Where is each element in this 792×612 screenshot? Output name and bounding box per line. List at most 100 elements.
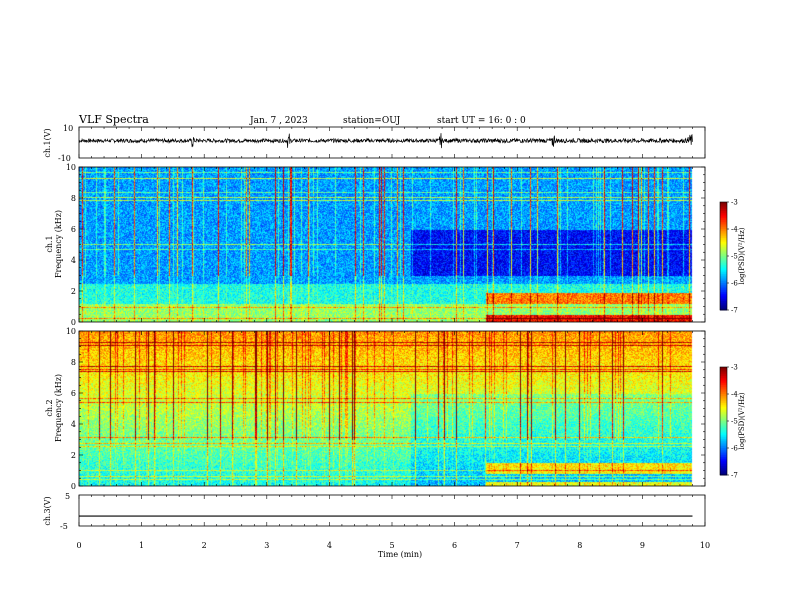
freq-tick-label: 4 xyxy=(71,256,76,265)
ch1-waveform-trace xyxy=(78,133,693,149)
ch2-colorbar: -3 -4 -5 -6 -7 log(PSD)(V²/Hz) xyxy=(719,364,746,480)
freq-tick-label: 6 xyxy=(71,225,76,234)
ch1-spectrogram-panel: 0 2 4 6 8 10 ch.1 Frequency (kHz) xyxy=(45,163,706,327)
ch1-time-ticks xyxy=(78,167,706,322)
colorbar-swatch xyxy=(720,406,727,409)
colorbar-swatch xyxy=(720,221,727,225)
colorbar-swatch xyxy=(720,220,727,223)
colorbar-swatch xyxy=(720,288,727,291)
colorbar-swatch xyxy=(720,239,727,243)
colorbar-swatch xyxy=(720,458,727,462)
colorbar-swatch xyxy=(720,270,727,273)
colorbar-swatch xyxy=(720,266,727,270)
ch3-waveform-ticks xyxy=(78,495,706,526)
colorbar-swatch xyxy=(720,290,727,293)
colorbar-swatch xyxy=(720,295,727,298)
station-label: station=OUJ xyxy=(343,116,401,126)
ch2-freq-ticks: 0 2 4 6 8 10 xyxy=(66,327,705,491)
colorbar-swatch xyxy=(720,464,727,467)
colorbar-swatch xyxy=(720,462,727,465)
colorbar-swatch xyxy=(720,448,727,451)
freq-tick-label: 10 xyxy=(66,327,76,336)
ch3-waveform-frame xyxy=(78,494,706,527)
colorbar-swatch xyxy=(720,435,727,438)
colorbar-swatch xyxy=(720,413,727,417)
colorbar-swatch xyxy=(720,386,727,390)
colorbar-swatch xyxy=(720,467,727,471)
ch3-waveform-panel: 5 -5 ch.3(V) 0 1 2 3 4 5 6 7 8 9 10 Time (min) xyxy=(43,492,710,559)
colorbar-swatch xyxy=(720,412,727,415)
time-tick-label: 10 xyxy=(700,541,710,550)
colorbar-swatch xyxy=(720,301,727,304)
colorbar-swatch xyxy=(720,223,727,226)
colorbar-swatch xyxy=(720,302,727,306)
colorbar-swatch xyxy=(720,212,727,216)
colorbar-tick-label: -3 xyxy=(731,364,738,372)
colorbar-tick-label: -4 xyxy=(731,226,738,234)
colorbar-swatch xyxy=(720,277,727,280)
colorbar-tick-label: -5 xyxy=(731,253,738,261)
freq-tick-label: 8 xyxy=(71,194,76,203)
colorbar-swatch xyxy=(720,404,727,408)
colorbar-swatch xyxy=(720,394,727,397)
ch2-spectrogram-image xyxy=(79,331,693,486)
colorbar-swatch xyxy=(720,230,727,234)
ch1-waveform-panel: 10 -10 ch.1(V) xyxy=(43,124,706,163)
colorbar-swatch xyxy=(720,367,727,370)
ch1-waveform-ticks xyxy=(78,127,706,158)
colorbar-swatch xyxy=(720,442,727,445)
colorbar-swatch xyxy=(720,227,727,230)
time-tick-label: 2 xyxy=(202,541,207,550)
colorbar-swatch xyxy=(720,241,727,244)
colorbar-swatch xyxy=(720,308,727,311)
colorbar-swatch xyxy=(720,424,727,427)
date-label: Jan. 7 , 2023 xyxy=(249,116,308,126)
colorbar-label: log(PSD)(V²/Hz) xyxy=(738,227,746,284)
colorbar-swatch xyxy=(720,422,727,426)
ch3-ylabel: ch.3(V) xyxy=(43,496,52,525)
colorbar-swatch xyxy=(720,292,727,295)
colorbar-swatch xyxy=(720,257,727,261)
ch1-ytick-bottom: -10 xyxy=(58,154,71,163)
colorbar-swatch xyxy=(720,306,727,309)
colorbar-swatch xyxy=(720,419,727,422)
colorbar-swatch xyxy=(720,446,727,449)
colorbar-swatch xyxy=(720,304,727,307)
colorbar-swatch xyxy=(720,451,727,454)
colorbar-swatch xyxy=(720,460,727,463)
colorbar-swatch xyxy=(720,229,727,232)
freq-tick-label: 4 xyxy=(71,420,76,429)
colorbar-swatch xyxy=(720,279,727,282)
ch1-frequency-label: Frequency (kHz) xyxy=(54,210,63,278)
colorbar-swatch xyxy=(720,388,727,391)
colorbar-swatch xyxy=(720,259,727,262)
colorbar-swatch xyxy=(720,471,727,474)
colorbar-swatch xyxy=(720,254,727,257)
colorbar-swatch xyxy=(720,421,727,424)
colorbar-swatch xyxy=(720,437,727,440)
colorbar-swatch xyxy=(720,385,727,388)
colorbar-swatch xyxy=(720,234,727,237)
freq-tick-label: 8 xyxy=(71,358,76,367)
colorbar-swatch xyxy=(720,415,727,418)
time-tick-label: 3 xyxy=(264,541,269,550)
colorbar-swatch xyxy=(720,284,727,288)
colorbar-swatch xyxy=(720,243,727,246)
colorbar-swatch xyxy=(720,275,727,279)
colorbar-tick-label: -7 xyxy=(731,472,738,480)
colorbar-swatch xyxy=(720,232,727,235)
time-tick-label: 0 xyxy=(76,541,81,550)
time-tick-labels: 0 1 2 3 4 5 6 7 8 9 10 xyxy=(76,541,710,550)
ch3-ytick-top: 5 xyxy=(65,492,70,501)
colorbar-swatch xyxy=(720,383,727,386)
ch2-time-ticks xyxy=(78,331,706,486)
colorbar-swatch xyxy=(720,207,727,210)
colorbar-swatch xyxy=(720,397,727,400)
colorbar-swatch xyxy=(720,250,727,253)
ch1-colorbar: -3 -4 -5 -6 -7 log(PSD)(V²/Hz) xyxy=(719,199,746,315)
colorbar-swatch xyxy=(720,428,727,431)
ch1-ytick-top: 10 xyxy=(63,124,73,133)
time-tick-label: 8 xyxy=(577,541,582,550)
colorbar-tick-label: -5 xyxy=(731,418,738,426)
colorbar-swatch xyxy=(720,390,727,393)
